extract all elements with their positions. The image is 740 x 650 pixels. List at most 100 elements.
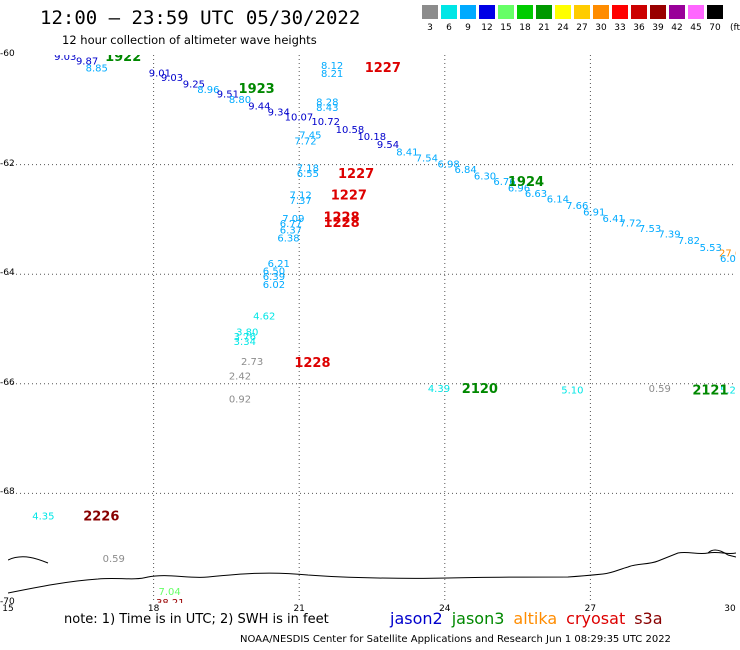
wave-height-label: 8.85 (86, 64, 108, 75)
wave-height-label: 4.62 (253, 311, 275, 322)
map-subtitle: 12 hour collection of altimeter wave hei… (62, 33, 317, 47)
legend-entry-cryosat: cryosat (566, 609, 626, 628)
lon-tick-label: 30 (724, 604, 736, 614)
scale-swatch (536, 5, 552, 19)
wave-height-label: 4.39 (428, 384, 450, 395)
wave-height-label: 6.55 (297, 169, 319, 180)
wave-height-label: 6.30 (474, 172, 496, 183)
lat-tick-label: -62 (0, 158, 15, 169)
wave-height-label: 10.18 (357, 132, 386, 143)
wave-height-label: 7.12 (289, 191, 311, 202)
wave-height-label: 3.76 (234, 332, 256, 343)
pass-labels: 1922192312271227122719241228122812282120… (83, 55, 728, 524)
wave-height-label: 9.25 (183, 79, 205, 90)
wave-height-label: 6.77 (280, 219, 302, 230)
pass-number-label: 1228 (323, 216, 359, 231)
wave-height-label: 8.80 (229, 95, 251, 106)
wave-height-label: 27.63 (719, 248, 736, 259)
wave-height-label: 8.28 (316, 98, 338, 109)
lon-tick-label: 24 (439, 604, 451, 614)
wave-height-label: 6.50 (263, 266, 285, 277)
scale-swatch (498, 5, 514, 19)
wave-height-label: 7.45 (299, 130, 321, 141)
wave-height-label: 8.43 (316, 103, 338, 114)
wave-height-labels: 9.03 9.878.85 9.019.039.258.969.518.809.44… (32, 55, 736, 603)
legend-entry-jason2: jason2 (390, 609, 443, 628)
scale-label: 45 (690, 23, 702, 33)
wave-height-label: 9.01 (149, 69, 171, 80)
lat-tick-label: -60 (0, 49, 15, 59)
scale-swatch (650, 5, 666, 19)
wave-height-label: 6.76 (493, 177, 515, 188)
scale-label: 33 (614, 23, 626, 33)
wave-height-label: 6.14 (547, 195, 569, 206)
pass-number-label: 1227 (338, 167, 374, 182)
scale-label: 3 (427, 23, 433, 33)
scale-label: 39 (652, 23, 664, 33)
wave-height-label: 3.34 (234, 337, 256, 348)
wave-height-label: 7.04 (158, 587, 180, 598)
scale-swatch (612, 5, 628, 19)
wave-height-label: 6.96 (508, 184, 530, 195)
lat-tick-label: -68 (0, 487, 15, 498)
scale-swatch (669, 5, 685, 19)
wave-height-label: 7.54 (416, 153, 438, 164)
scale-label: 21 (538, 23, 550, 33)
map-canvas: 9.03 9.878.85 9.019.039.258.969.518.809.44… (8, 55, 736, 603)
wave-height-label: 6.91 (583, 208, 605, 219)
wave-height-label: 7.18 (297, 163, 319, 174)
scale-label: 9 (465, 23, 471, 33)
coastline-west (8, 556, 49, 564)
wave-height-label: 0.59 (649, 384, 671, 395)
wave-height-label: 6.21 (268, 259, 290, 270)
wave-height-label: 5.53 (700, 243, 722, 254)
wave-height-label: 9.03 (161, 73, 183, 84)
legend-entry-altika: altika (513, 609, 558, 628)
lat-tick-label: -66 (0, 377, 15, 388)
wave-height-label: 7.09 (282, 214, 304, 225)
scale-swatch (574, 5, 590, 19)
wave-height-label: 9.54 (377, 140, 399, 151)
scale-label: 18 (519, 23, 531, 33)
wave-height-label: 7.72 (620, 219, 642, 230)
footer-note: note: 1) Time is in UTC; 2) SWH is in fe… (64, 612, 329, 627)
scale-swatch (707, 5, 723, 19)
wave-height-label: 6.39 (263, 272, 285, 283)
pass-number-label: 1227 (331, 189, 367, 204)
pass-number-label: 1922 (105, 55, 141, 65)
coastline-east (707, 549, 736, 558)
wave-height-label: 6.38 (277, 233, 299, 244)
scale-label: 42 (671, 23, 683, 33)
scale-label: 36 (633, 23, 645, 33)
scale-swatch (517, 5, 533, 19)
scale-unit: (ft) (730, 23, 740, 33)
wave-height-label: 10.72 (311, 117, 340, 128)
pass-number-label: 1227 (365, 61, 401, 76)
wave-height-label: 6.84 (455, 165, 477, 176)
map-title: 12:00 – 23:59 UTC 05/30/2022 (40, 7, 361, 29)
wave-height-label: 6.02 (263, 280, 285, 291)
scale-swatch (479, 5, 495, 19)
scale-label: 30 (595, 23, 607, 33)
wave-height-label: 6.63 (525, 189, 547, 200)
wave-height-label: 38.21 (156, 598, 185, 603)
scale-label: 70 (709, 23, 721, 33)
footer-credit: NOAA/NESDIS Center for Satellite Applica… (240, 634, 671, 645)
scale-swatch (460, 5, 476, 19)
wave-height-label: 6.37 (280, 225, 302, 236)
scale-swatch (593, 5, 609, 19)
scale-swatch (422, 5, 438, 19)
wave-height-label: 0.92 (229, 395, 251, 406)
lat-tick-label: -70 (0, 597, 15, 607)
wave-height-label: 6.0 (720, 254, 736, 265)
pass-number-label: 2226 (83, 509, 119, 524)
scale-label: 12 (481, 23, 493, 33)
wave-height-label: 2.73 (241, 357, 263, 368)
scale-label: 24 (557, 23, 569, 33)
wave-height-label: 9.34 (268, 107, 290, 118)
wave-height-label: 8.96 (197, 85, 219, 96)
wave-height-label: 6.98 (438, 160, 460, 171)
lon-tick-label: 21 (293, 604, 305, 614)
lon-tick-label: 18 (147, 604, 160, 614)
wave-height-label: 8.12 (321, 61, 343, 72)
